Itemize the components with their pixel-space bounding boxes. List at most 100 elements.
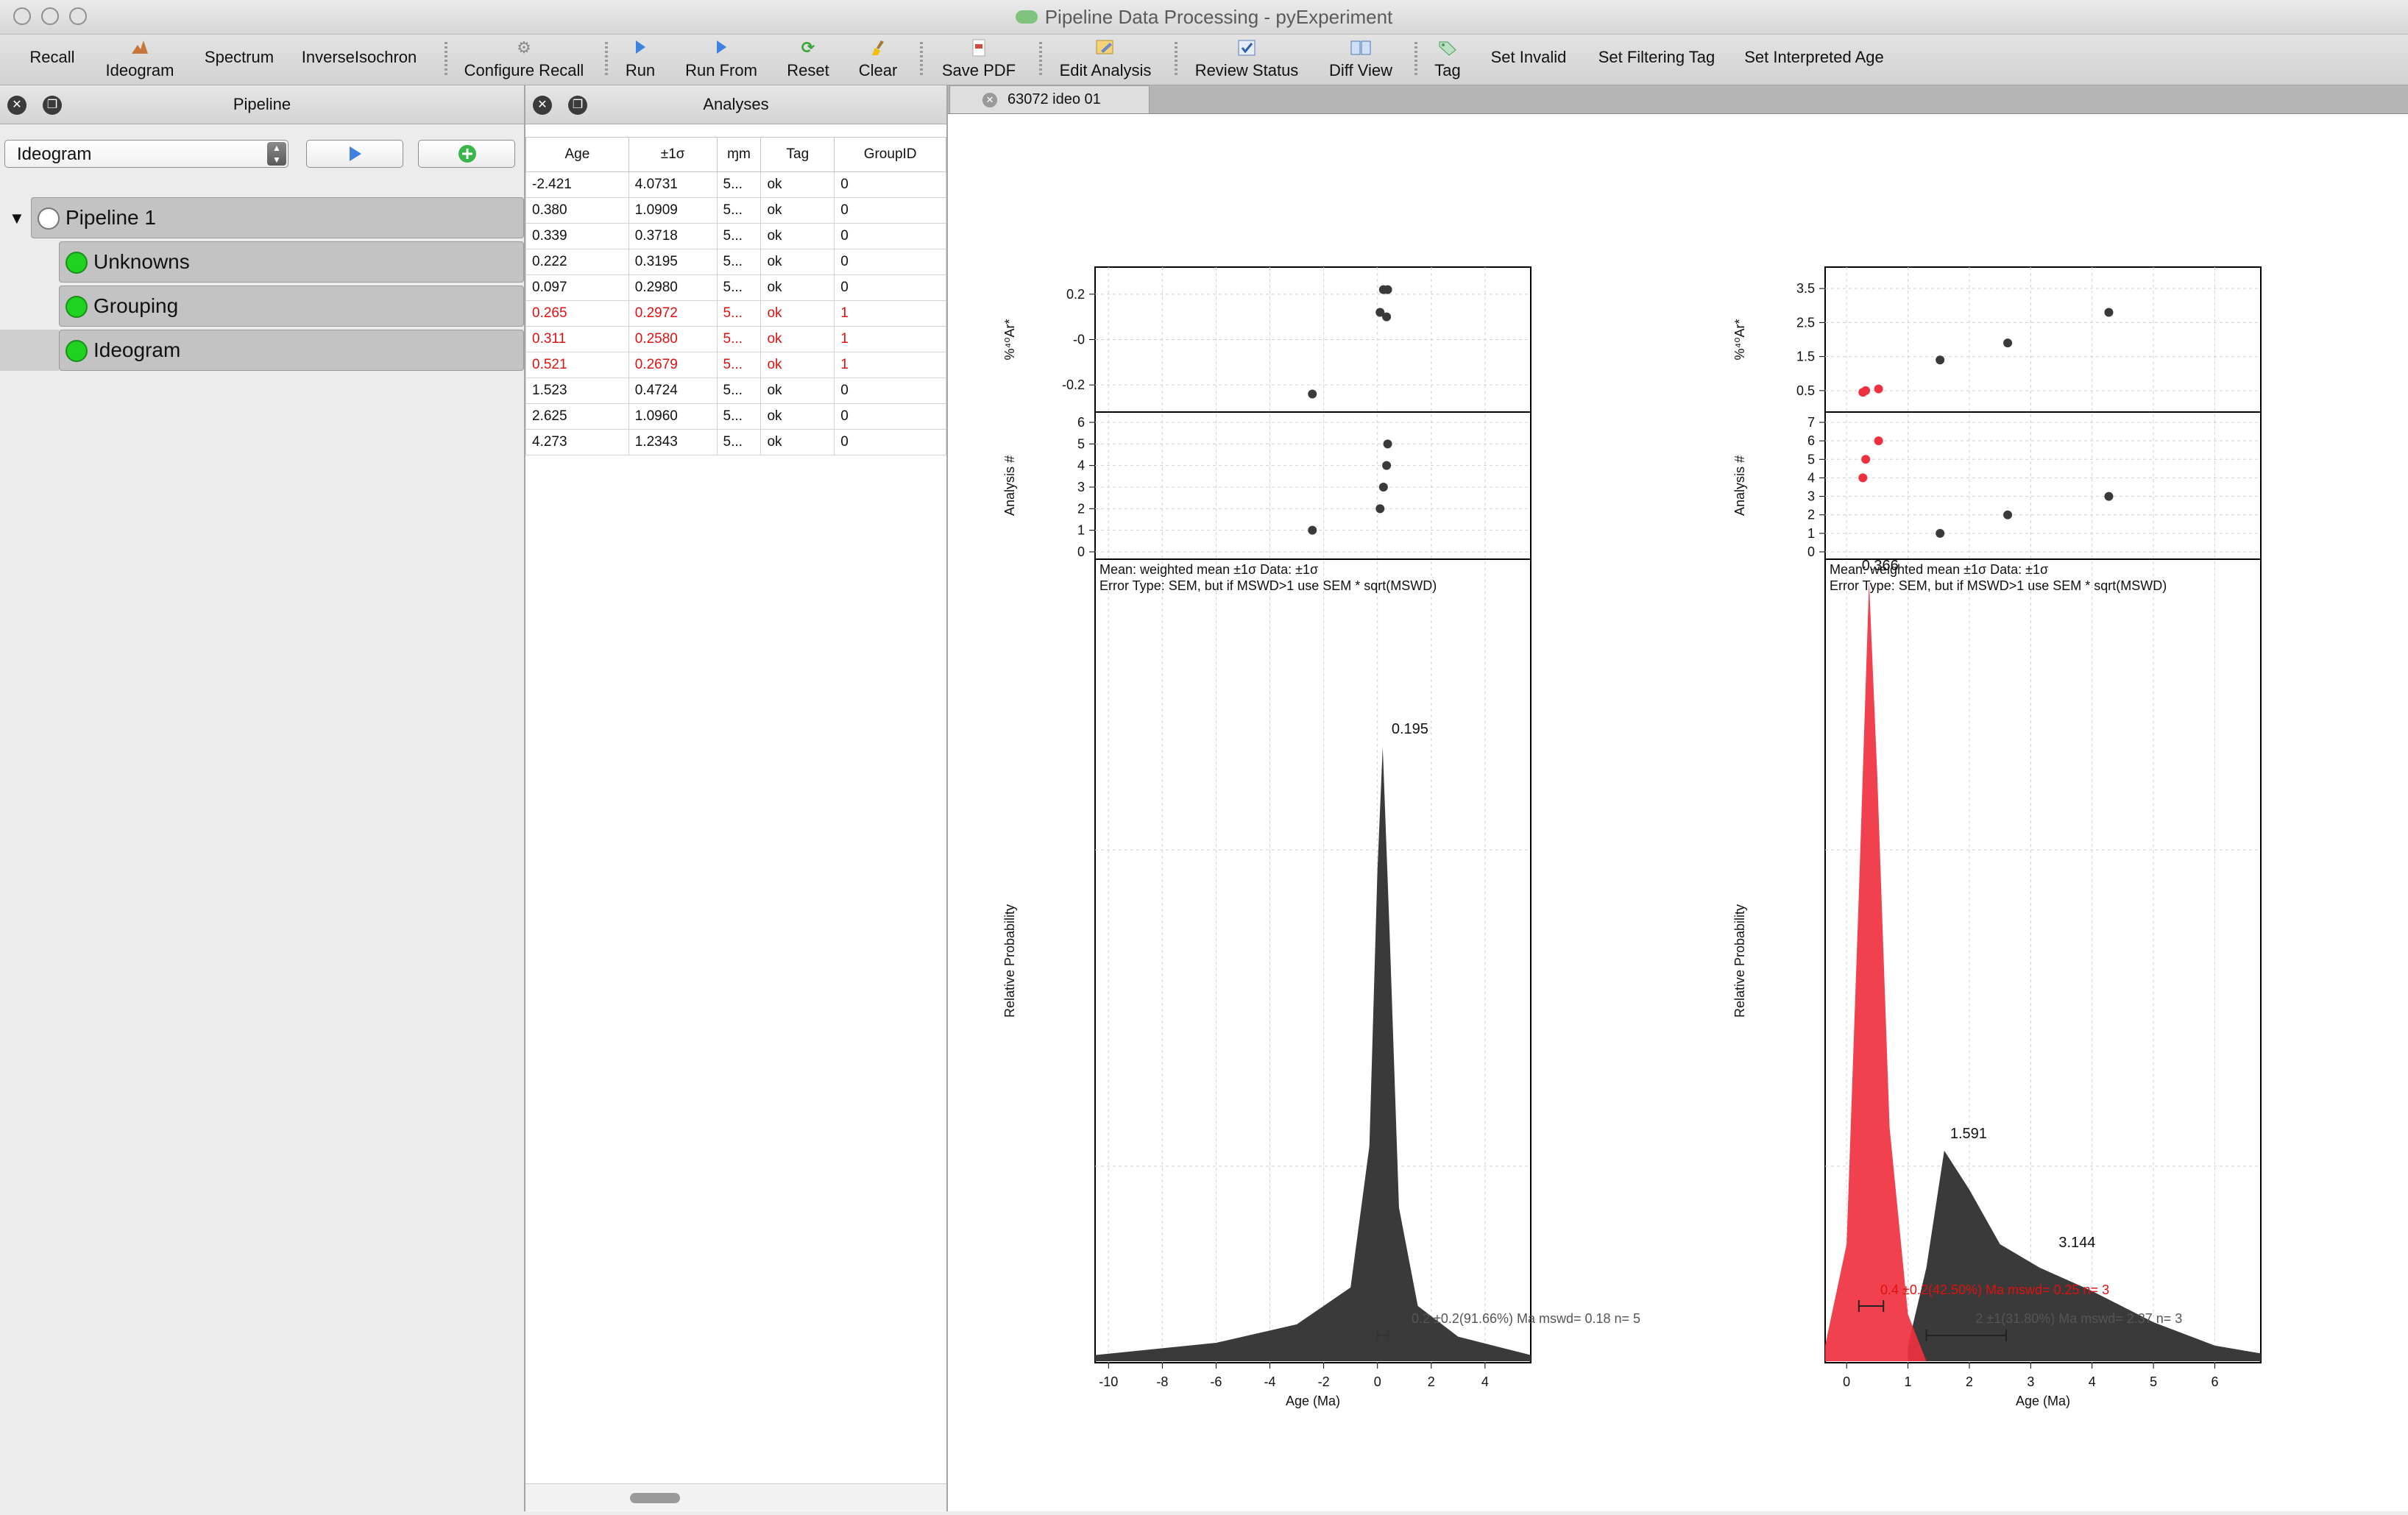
y-axis-label: %⁴⁰Ar* — [1002, 319, 1017, 361]
review-status-button[interactable]: Review Status — [1188, 35, 1306, 85]
run-button[interactable]: Run — [618, 35, 662, 85]
scrollbar-thumb[interactable] — [630, 1493, 680, 1503]
review-status-label: Review Status — [1194, 61, 1299, 79]
close-panel-icon[interactable]: ✕ — [533, 96, 552, 115]
pipeline-panel-header: ✕ ❐ Pipeline — [0, 85, 524, 124]
table-cell-tag: ok — [760, 171, 835, 198]
pipeline-template-select[interactable]: Ideogram ▲ ▼ — [4, 140, 288, 168]
add-pipeline-button[interactable] — [418, 140, 515, 168]
column-header-age[interactable]: Age — [525, 137, 629, 172]
tab-label: 63072 ideo 01 — [1008, 91, 1101, 107]
table-cell-mm: 5... — [716, 274, 762, 301]
close-panel-icon[interactable]: ✕ — [7, 96, 26, 115]
y-tick-label: 6 — [1807, 433, 1815, 448]
data-point — [1874, 436, 1883, 446]
diff-view-label: Diff View — [1328, 61, 1392, 79]
clear-label: Clear — [858, 61, 898, 79]
table-row[interactable]: 0.521 0.2679 5... ok 1 — [525, 352, 946, 378]
y-tick-label: 3 — [1077, 480, 1085, 494]
tree-item-label: Unknowns — [93, 250, 190, 273]
clear-button[interactable]: Clear — [851, 35, 905, 85]
toolbar-separator — [920, 42, 923, 77]
y-tick-label: 1 — [1807, 526, 1815, 541]
close-window-button[interactable] — [13, 7, 31, 25]
table-cell-age: 2.625 — [525, 403, 629, 430]
tag-button[interactable]: Tag — [1428, 35, 1467, 85]
set-interpreted-age-label: Set Interpreted Age — [1744, 48, 1884, 66]
toolbar-separator — [1175, 42, 1178, 77]
table-row[interactable]: 1.523 0.4724 5... ok 0 — [525, 377, 946, 404]
table-row[interactable]: 0.097 0.2980 5... ok 0 — [525, 274, 946, 301]
selection-highlight — [0, 330, 59, 371]
data-point — [1382, 461, 1392, 470]
table-cell-group: 0 — [834, 274, 946, 301]
y-axis-label: %⁴⁰Ar* — [1732, 319, 1747, 361]
set-invalid-button[interactable]: Set Invalid — [1481, 35, 1576, 85]
toolbar-separator — [605, 42, 608, 77]
pipeline-template-value: Ideogram — [17, 144, 92, 164]
edit-analysis-label: Edit Analysis — [1059, 61, 1152, 79]
x-tick-label: -2 — [1318, 1374, 1330, 1389]
reset-button[interactable]: ⟳ Reset — [780, 35, 836, 85]
y-tick-label: 1.5 — [1796, 350, 1815, 364]
x-tick-label: 6 — [2211, 1374, 2218, 1389]
save-pdf-label: Save PDF — [941, 61, 1016, 79]
y-tick-label: 2.5 — [1796, 315, 1815, 330]
ideogram-button[interactable]: Ideogram — [96, 35, 184, 85]
inverse-isochron-button[interactable]: InverseIsochron — [294, 35, 424, 85]
table-row[interactable]: 2.625 1.0960 5... ok 0 — [525, 403, 946, 430]
recall-button[interactable]: Recall — [21, 35, 84, 85]
ideogram-figure: -10 -8 -6 -4 -2 0 2 4 Age (Ma) 0.2 -0 -0.2 %⁴⁰Ar* 6 5 4… — [1002, 266, 2262, 1408]
table-cell-group: 0 — [834, 197, 946, 224]
tree-item-unknowns[interactable]: Unknowns — [59, 241, 524, 283]
gear-icon: ⚙ — [517, 38, 531, 57]
table-cell-err: 0.2679 — [628, 352, 718, 378]
tree-item-grouping[interactable]: Grouping — [59, 285, 524, 327]
table-row[interactable]: 0.339 0.3718 5... ok 0 — [525, 223, 946, 249]
table-cell-mm: 5... — [716, 352, 762, 378]
data-point — [1378, 285, 1388, 294]
minimize-window-button[interactable] — [41, 7, 59, 25]
float-panel-icon[interactable]: ❐ — [568, 96, 587, 115]
table-cell-age: 0.097 — [525, 274, 629, 301]
spectrum-button[interactable]: Spectrum — [196, 35, 283, 85]
close-tab-icon[interactable]: ✕ — [982, 93, 997, 107]
table-row[interactable]: 4.273 1.2343 5... ok 0 — [525, 429, 946, 455]
table-cell-age: 0.339 — [525, 223, 629, 249]
tab-63072-ideo-01[interactable]: ✕ 63072 ideo 01 — [949, 85, 1150, 113]
float-panel-icon[interactable]: ❐ — [43, 96, 62, 115]
spectrum-label: Spectrum — [204, 48, 275, 66]
tree-item-ideogram[interactable]: Ideogram — [59, 330, 524, 371]
diff-view-button[interactable]: Diff View — [1322, 35, 1400, 85]
run-from-button[interactable]: Run From — [677, 35, 765, 85]
expand-triangle-icon[interactable]: ▼ — [9, 209, 25, 227]
horizontal-scrollbar[interactable] — [525, 1483, 946, 1512]
edit-analysis-button[interactable]: Edit Analysis — [1052, 35, 1158, 85]
data-point — [1375, 504, 1385, 514]
table-row[interactable]: 0.311 0.2580 5... ok 1 — [525, 326, 946, 352]
table-row[interactable]: 0.380 1.0909 5... ok 0 — [525, 197, 946, 224]
set-filtering-tag-label: Set Filtering Tag — [1598, 48, 1715, 66]
column-header-error[interactable]: ±1σ — [628, 137, 718, 172]
column-header-group-id[interactable]: GroupID — [834, 137, 946, 172]
save-pdf-button[interactable]: Save PDF — [935, 35, 1023, 85]
table-cell-mm: 5... — [716, 249, 762, 275]
set-interpreted-age-button[interactable]: Set Interpreted Age — [1737, 35, 1891, 85]
configure-recall-button[interactable]: ⚙ Configure Recall — [459, 35, 589, 85]
column-header-mm[interactable]: ɱm — [716, 137, 762, 172]
column-header-tag[interactable]: Tag — [760, 137, 835, 172]
status-empty-icon — [38, 207, 60, 230]
tree-item-label: Pipeline 1 — [65, 206, 156, 229]
table-header-row: Age ±1σ ɱm Tag GroupID — [525, 137, 946, 172]
zoom-window-button[interactable] — [69, 7, 87, 25]
run-pipeline-button[interactable] — [306, 140, 403, 168]
tree-item-pipeline-1[interactable]: Pipeline 1 — [31, 197, 524, 238]
table-row[interactable]: 0.265 0.2972 5... ok 1 — [525, 300, 946, 327]
table-row[interactable]: -2.421 4.0731 5... ok 0 — [525, 171, 946, 198]
table-row[interactable]: 0.222 0.3195 5... ok 0 — [525, 249, 946, 275]
set-filtering-tag-button[interactable]: Set Filtering Tag — [1588, 35, 1725, 85]
table-cell-tag: ok — [760, 403, 835, 430]
play-icon — [634, 39, 647, 59]
probability-curve — [1095, 747, 1531, 1361]
y-tick-label: -0.2 — [1062, 377, 1085, 392]
